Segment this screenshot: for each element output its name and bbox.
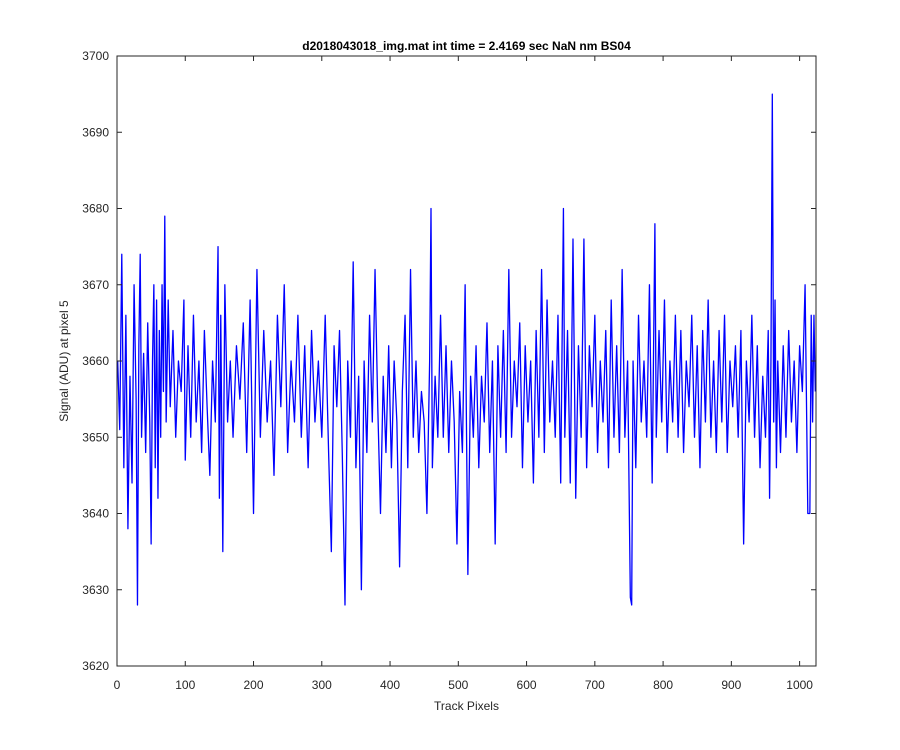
x-tick-label: 200	[244, 678, 264, 692]
series-layer	[117, 93, 816, 606]
x-tick-label: 0	[114, 678, 121, 692]
x-tick-label: 400	[380, 678, 400, 692]
y-tick-label: 3700	[82, 49, 109, 63]
x-tick-label: 900	[721, 678, 741, 692]
x-axis-label: Track Pixels	[434, 699, 499, 713]
x-tick-label: 700	[585, 678, 605, 692]
y-axis-ticks: 3620 3630 3640 3650 3660 3670 3680 3690 3700	[82, 49, 816, 673]
x-tick-label: 500	[448, 678, 468, 692]
y-tick-label: 3690	[82, 125, 109, 139]
x-tick-label: 100	[175, 678, 195, 692]
x-tick-label: 800	[653, 678, 673, 692]
x-tick-label: 600	[517, 678, 537, 692]
chart-title: d2018043018_img.mat int time = 2.4169 se…	[302, 39, 631, 53]
x-tick-label: 300	[312, 678, 332, 692]
series-line	[117, 93, 816, 606]
y-tick-label: 3660	[82, 354, 109, 368]
x-tick-label: 1000	[786, 678, 813, 692]
x-axis-ticks: 0 100 200 300 400 500 600 700 800 900 1000	[114, 56, 813, 692]
y-tick-label: 3670	[82, 278, 109, 292]
y-tick-label: 3640	[82, 507, 109, 521]
y-tick-label: 3650	[82, 430, 109, 444]
y-tick-label: 3680	[82, 202, 109, 216]
y-axis-label: Signal (ADU) at pixel 5	[57, 300, 71, 422]
y-tick-label: 3620	[82, 659, 109, 673]
y-tick-label: 3630	[82, 583, 109, 597]
